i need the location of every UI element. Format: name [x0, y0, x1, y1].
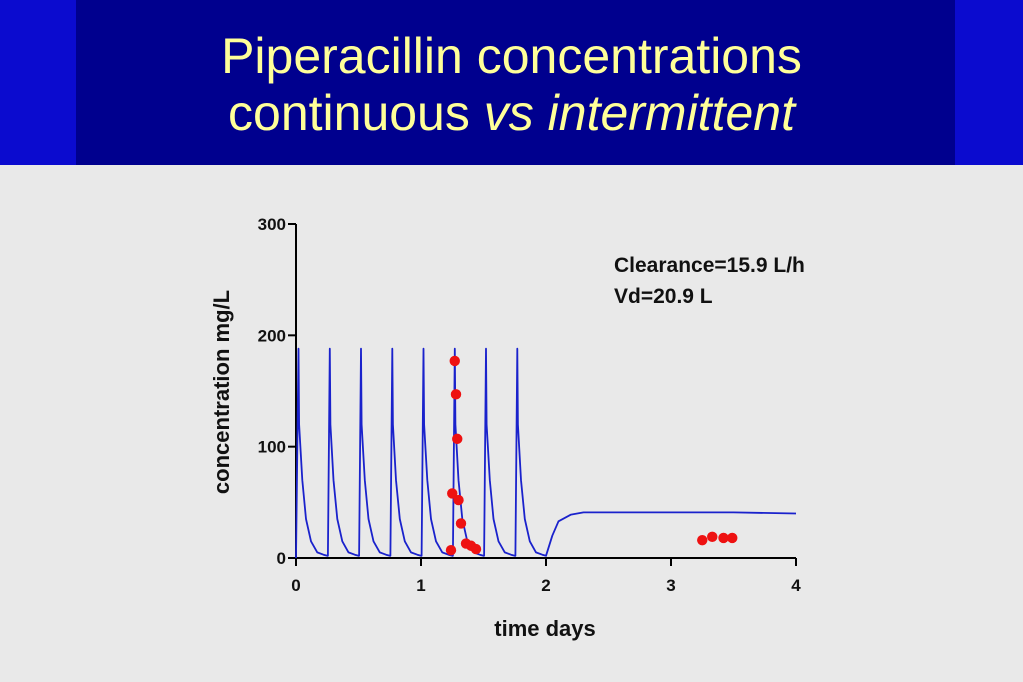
measured-point: [445, 545, 457, 556]
measured-point: [450, 389, 462, 400]
measured-point: [697, 534, 708, 546]
annotation-vd: Vd=20.9 L: [614, 285, 713, 308]
y-tick-label: 0: [277, 549, 286, 568]
x-tick-label: 4: [791, 576, 801, 595]
title-banner-inner: [76, 0, 955, 165]
measured-point: [718, 532, 729, 544]
x-axis-title: time days: [494, 616, 596, 641]
annotation-clearance: Clearance=15.9 L/h: [614, 254, 805, 277]
title-line-2-italic: vs intermittent: [483, 85, 795, 141]
y-axis-title: concentration mg/L: [209, 290, 234, 494]
title-banner: Piperacillin concentrations continuous v…: [0, 0, 1023, 165]
x-tick-label: 1: [416, 576, 425, 595]
title-line-1: Piperacillin concentrations: [221, 28, 802, 84]
x-tick-label: 2: [541, 576, 550, 595]
y-tick-label: 100: [258, 438, 286, 457]
slide-title: Piperacillin concentrations continuous v…: [0, 28, 1023, 142]
measured-point: [449, 355, 460, 367]
measured-point: [727, 532, 738, 544]
x-tick-label: 3: [666, 576, 675, 595]
measured-point: [470, 543, 482, 555]
measured-point: [447, 488, 458, 499]
chart-axes: 0 1 2 3 4 0 100 200 300: [258, 215, 802, 595]
model-curve-line: [295, 347, 797, 559]
measured-point: [707, 531, 718, 543]
measured-point: [453, 494, 464, 506]
measured-point: [452, 433, 463, 445]
y-tick-label: 200: [258, 326, 286, 345]
chart-series: [295, 347, 797, 559]
y-tick-label: 300: [258, 215, 286, 234]
measured-point: [455, 518, 467, 529]
title-line-2: continuous vs intermittent: [0, 85, 1023, 142]
title-line-2-prefix: continuous: [228, 85, 484, 141]
x-tick-label: 0: [291, 576, 300, 595]
